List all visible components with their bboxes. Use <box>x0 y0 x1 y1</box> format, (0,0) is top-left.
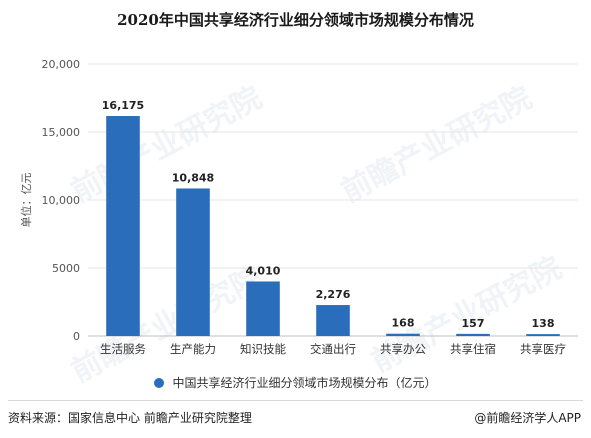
bar <box>316 305 350 336</box>
bar <box>246 281 280 336</box>
data-label: 138 <box>532 317 555 330</box>
category-label: 共享办公 <box>380 342 426 356</box>
data-label: 168 <box>392 317 415 330</box>
chart-title: 2020年中国共享经济行业细分领域市场规模分布情况 <box>117 11 474 29</box>
category-label: 生活服务 <box>100 342 146 356</box>
brand-credit: @前瞻经济学人APP <box>474 411 581 425</box>
data-label: 16,175 <box>102 99 144 112</box>
data-label: 2,276 <box>316 288 351 301</box>
bar <box>526 334 560 336</box>
data-label: 10,848 <box>172 171 214 184</box>
bar <box>176 188 210 336</box>
data-label: 4,010 <box>246 264 281 277</box>
bar <box>386 333 420 336</box>
footer-divider <box>8 400 583 401</box>
y-tick-label: 10,000 <box>42 194 81 207</box>
y-tick-label: 20,000 <box>42 58 81 71</box>
legend: 中国共享经济行业细分领域市场规模分布（亿元） <box>0 374 591 391</box>
category-label: 共享医疗 <box>520 342 566 356</box>
category-label: 交通出行 <box>310 342 356 356</box>
data-label: 157 <box>462 317 485 330</box>
bar-chart: 0 5000 10,000 15,000 20,000 单位：亿元 16,175 生活服务 10… <box>19 58 578 356</box>
source-note: 资料来源：国家信息中心 前瞻产业研究院整理 <box>8 411 252 425</box>
legend-marker <box>154 377 165 388</box>
y-axis-label: 单位：亿元 <box>19 173 33 228</box>
category-label: 生产能力 <box>170 342 216 356</box>
y-tick-label: 5000 <box>52 262 80 275</box>
category-label: 共享住宿 <box>450 342 496 356</box>
bar <box>106 116 140 337</box>
category-label: 知识技能 <box>240 342 286 356</box>
y-tick-label: 15,000 <box>42 126 81 139</box>
legend-label: 中国共享经济行业细分领域市场规模分布（亿元） <box>172 376 437 390</box>
footer: 资料来源：国家信息中心 前瞻产业研究院整理 @前瞻经济学人APP <box>0 400 591 438</box>
y-tick-label: 0 <box>73 330 80 343</box>
bar <box>456 333 490 336</box>
